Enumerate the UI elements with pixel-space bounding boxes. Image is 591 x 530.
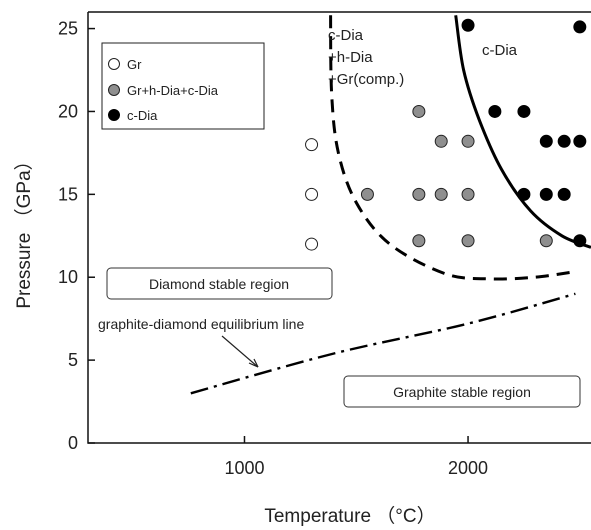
point-c-dia bbox=[573, 134, 587, 148]
legend-marker-cdia bbox=[108, 109, 120, 121]
point-c-dia bbox=[488, 104, 502, 118]
axis-ticks: 0 5 10 15 20 25 1000 2000 bbox=[58, 19, 488, 478]
graphite-diamond-equilibrium-line bbox=[190, 292, 576, 395]
point-gr-h-dia-c-dia bbox=[461, 134, 475, 148]
point-gr-h-dia-c-dia bbox=[539, 234, 553, 248]
diamond-region-box bbox=[106, 267, 333, 300]
legend-marker-gr bbox=[108, 58, 120, 70]
legend: Gr Gr+h-Dia+c-Dia c-Dia bbox=[101, 42, 265, 130]
point-c-dia bbox=[573, 234, 587, 248]
y-axis-title: Pressure （GPa） bbox=[13, 151, 35, 308]
point-c-dia bbox=[557, 187, 571, 201]
point-gr-h-dia-c-dia bbox=[461, 187, 475, 201]
annotation-cdia-mixed-2: +h-Dia bbox=[328, 49, 373, 66]
legend-label-cdia: c-Dia bbox=[127, 108, 158, 123]
legend-label-mixed: Gr+h-Dia+c-Dia bbox=[127, 83, 219, 98]
equilibrium-line-label: graphite-diamond equilibrium line bbox=[98, 316, 304, 332]
legend-label-gr: Gr bbox=[127, 57, 142, 72]
y-tick-label: 0 bbox=[68, 433, 78, 453]
point-c-dia bbox=[539, 134, 553, 148]
annotation-cdia-region: c-Dia bbox=[482, 42, 518, 59]
point-gr-h-dia-c-dia bbox=[412, 187, 426, 201]
legend-box bbox=[101, 42, 265, 130]
equilibrium-pointer-arrow bbox=[221, 335, 259, 368]
dashed-boundary-line bbox=[329, 15, 572, 281]
y-tick-label: 10 bbox=[58, 267, 78, 287]
diamond-region-label: Diamond stable region bbox=[149, 276, 289, 292]
x-tick-label: 2000 bbox=[448, 458, 488, 478]
point-gr-h-dia-c-dia bbox=[434, 134, 448, 148]
solid-boundary-line bbox=[454, 15, 591, 249]
point-gr bbox=[305, 138, 319, 152]
legend-marker-mixed bbox=[108, 84, 120, 96]
boundary-lines bbox=[190, 15, 591, 395]
graphite-region-box bbox=[343, 375, 581, 408]
point-c-dia bbox=[517, 104, 531, 118]
y-tick-label: 25 bbox=[58, 19, 78, 39]
point-gr-h-dia-c-dia bbox=[461, 234, 475, 248]
point-gr-h-dia-c-dia bbox=[412, 104, 426, 118]
point-c-dia bbox=[517, 187, 531, 201]
graphite-region-label: Graphite stable region bbox=[393, 384, 531, 400]
point-c-dia bbox=[573, 20, 587, 34]
point-gr bbox=[305, 237, 319, 251]
point-c-dia bbox=[539, 187, 553, 201]
y-tick-label: 5 bbox=[68, 350, 78, 370]
point-gr-h-dia-c-dia bbox=[434, 187, 448, 201]
x-tick-label: 1000 bbox=[224, 458, 264, 478]
point-gr bbox=[305, 187, 319, 201]
point-gr-h-dia-c-dia bbox=[412, 234, 426, 248]
y-tick-label: 20 bbox=[58, 101, 78, 121]
y-tick-label: 15 bbox=[58, 184, 78, 204]
point-c-dia bbox=[557, 134, 571, 148]
data-points bbox=[305, 18, 587, 251]
annotation-cdia-mixed-3: +Gr(comp.) bbox=[328, 71, 404, 88]
equilibrium-pointer-arrowhead bbox=[248, 358, 259, 368]
annotation-cdia-mixed-1: c-Dia bbox=[328, 27, 364, 44]
point-gr-h-dia-c-dia bbox=[360, 187, 374, 201]
point-c-dia bbox=[461, 18, 475, 32]
x-axis-title: Temperature （°C） bbox=[264, 505, 435, 527]
